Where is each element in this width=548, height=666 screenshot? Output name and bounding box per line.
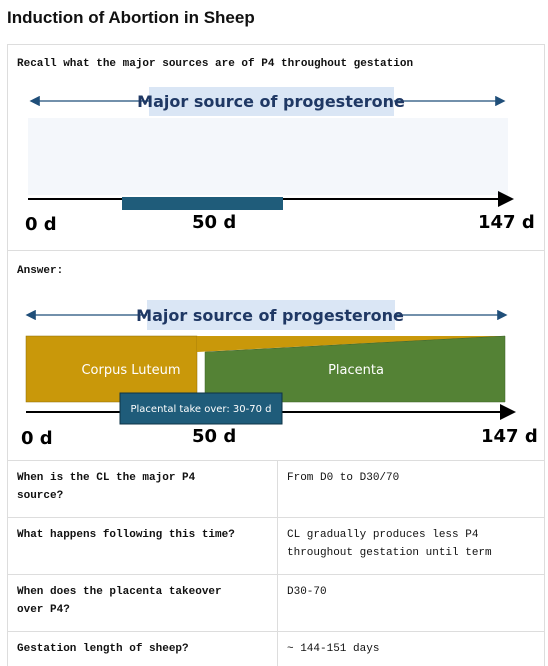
takeover-label: Placental take over: 30-70 d: [130, 404, 271, 415]
column-divider: [277, 631, 278, 666]
time-label: 147 d: [478, 212, 535, 233]
question: What happens following this time?: [17, 529, 235, 541]
question: Gestation length of sheep?: [17, 643, 189, 655]
table-frame: [7, 44, 545, 666]
question: When is the CL the major P4 source?: [17, 472, 196, 502]
question: When does the placenta takeover over P4?: [17, 586, 222, 616]
cl-label: Corpus Luteum: [81, 363, 180, 378]
answer: D30-70: [287, 586, 327, 598]
divider: [7, 250, 545, 251]
row-divider: [7, 460, 545, 461]
column-divider: [277, 574, 278, 631]
time-label: 0 d: [25, 214, 57, 235]
row-divider: [7, 631, 545, 632]
diagrams: Major source of progesterone 0 d 50 d 14…: [21, 87, 538, 449]
row-divider: [7, 517, 545, 518]
placenta-label: Placenta: [328, 363, 384, 378]
diagram-question: Major source of progesterone 0 d 50 d 14…: [25, 87, 535, 235]
answer: CL gradually produces less P4 throughout…: [287, 529, 492, 559]
time-label: 147 d: [481, 426, 538, 447]
answer: From D0 to D30/70: [287, 472, 400, 484]
diagram-heading: Major source of progesterone: [137, 92, 405, 111]
prompt: Answer:: [17, 265, 64, 277]
time-label: 0 d: [21, 428, 53, 449]
column-divider: [277, 517, 278, 574]
diagram-answer: Major source of progesterone Corpus Lute…: [21, 300, 538, 449]
answer: ~ 144-151 days: [287, 643, 380, 655]
time-label: 50 d: [192, 426, 236, 447]
row-divider: [7, 574, 545, 575]
page-title: Induction of Abortion in Sheep: [7, 8, 255, 27]
column-divider: [277, 460, 278, 517]
diagram-heading: Major source of progesterone: [136, 306, 404, 325]
time-label: 50 d: [192, 212, 236, 233]
prompt: Recall what the major sources are of P4 …: [17, 58, 414, 70]
